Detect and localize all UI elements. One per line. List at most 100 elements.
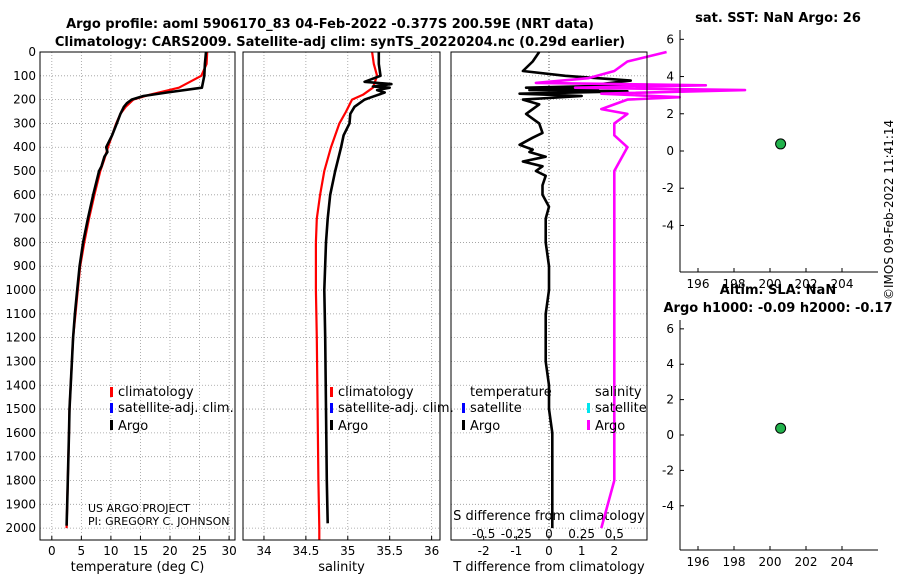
x-tick-label: 0	[48, 544, 56, 558]
x-tick-label: 1	[578, 544, 586, 558]
series-line-salinity-argo	[534, 50, 747, 529]
depth-tick-label: 500	[13, 164, 36, 178]
legend-swatch-argo	[110, 420, 113, 430]
legend-sal-argo: Argo	[595, 419, 625, 434]
x-tick-label: 25	[192, 544, 207, 558]
s-tick-label: -0.25	[501, 527, 532, 541]
x-tick-label: 2	[611, 544, 619, 558]
s-tick-label: 0	[545, 527, 553, 541]
depth-tick-label: 900	[13, 259, 36, 273]
y-tick-label: 0	[666, 144, 674, 158]
legend-temp-satellite: satellite	[470, 401, 522, 416]
legend-sal-satellite: satellite	[595, 401, 647, 416]
x-tick-label: 34.5	[293, 544, 320, 558]
axes-frame	[39, 51, 236, 541]
series-line-argo	[322, 52, 393, 524]
y-tick-label: 6	[666, 32, 674, 46]
legend-sal-argo-swatch	[587, 420, 590, 430]
data-point	[775, 138, 787, 150]
sla-title-1: Altim. SLA: NaN	[720, 283, 836, 298]
credit-line-2: PI: GREGORY C. JOHNSON	[88, 515, 229, 528]
depth-tick-label: 2000	[5, 521, 36, 535]
x-tick-label: 0	[545, 544, 553, 558]
x-axis-label: salinity	[318, 560, 365, 575]
title-line-1: Argo profile: aoml 5906170_83 04-Feb-202…	[66, 17, 594, 32]
s-tick-label: 0.25	[568, 527, 595, 541]
y-tick-label: 4	[666, 357, 674, 371]
y-tick-label: 6	[666, 322, 674, 336]
x-tick-label: 200	[759, 277, 782, 291]
legend-swatch-satellite-2	[330, 403, 333, 413]
x-tick-label: 202	[795, 277, 818, 291]
legend-salinity: climatology satellite-adj. clim. Argo	[330, 385, 454, 434]
depth-tick-label: 100	[13, 69, 36, 83]
s-tick-label: 0.5	[605, 527, 624, 541]
legend-label-argo: Argo	[118, 419, 148, 434]
x-tick-label: 196	[687, 555, 710, 569]
salinity-panel: 34 34.5 35 35.5 36 salinity	[242, 51, 441, 575]
series-line-argo	[65, 51, 208, 526]
x-tick-label: 36	[424, 544, 439, 558]
x-tick-label: 15	[133, 544, 148, 558]
depth-tick-label: 1400	[5, 378, 36, 392]
x-tick-label: 202	[795, 555, 818, 569]
y-tick-label: -2	[662, 181, 674, 195]
depth-tick-label: 1200	[5, 331, 36, 345]
legend-swatch-climatology	[110, 387, 113, 397]
legend-swatch-satellite	[110, 403, 113, 413]
timestamp-stamp: ©IMOS 09-Feb-2022 11:41:14	[882, 119, 896, 300]
s-tick-label: -0.5	[472, 527, 495, 541]
difference-panel: -2 -1 0 1 2 -0.5 -0.25 0 0.25 0.5 S difference fro…	[450, 50, 747, 575]
depth-tick-label: 800	[13, 235, 36, 249]
legend-swatch-climatology-2	[330, 387, 333, 397]
depth-tick-label: 200	[13, 93, 36, 107]
title-line-2: Climatology: CARS2009. Satellite-adj cli…	[55, 35, 625, 50]
x-tick-label: 204	[831, 555, 854, 569]
data-point	[775, 422, 787, 434]
depth-tick-label: 1500	[5, 402, 36, 416]
legend-swatch-argo-2	[330, 420, 333, 430]
x-tick-label: 20	[162, 544, 177, 558]
x-tick-label: 196	[687, 277, 710, 291]
y-tick-label: 2	[666, 393, 674, 407]
depth-tick-label: 400	[13, 140, 36, 154]
x-tick-label: 198	[723, 277, 746, 291]
x-tick-label: 5	[78, 544, 86, 558]
legend-temp-title: temperature	[470, 385, 552, 400]
sst-panel: -4 -2 0 2 4 6 196 198 200 202 204	[662, 30, 878, 291]
x-axis-label: T difference from climatology	[452, 560, 645, 575]
depth-tick-label: 1600	[5, 426, 36, 440]
legend-temp-satellite-swatch	[462, 403, 465, 413]
y-tick-label: 4	[666, 70, 674, 84]
legend-temp-argo-swatch	[462, 420, 465, 430]
credit-line-1: US ARGO PROJECT	[88, 502, 190, 515]
legend-main: climatology satellite-adj. clim. Argo	[110, 385, 234, 434]
x-tick-label: 204	[831, 277, 854, 291]
y-tick-label: -2	[662, 463, 674, 477]
depth-tick-label: 300	[13, 116, 36, 130]
x-tick-label: 200	[759, 555, 782, 569]
x-axis-label: temperature (deg C)	[71, 560, 205, 575]
legend-temp-argo: Argo	[470, 419, 500, 434]
x-tick-label: -1	[510, 544, 522, 558]
depth-tick-label: 1900	[5, 497, 36, 511]
depth-tick-label: 1800	[5, 473, 36, 487]
sst-title: sat. SST: NaN Argo: 26	[695, 11, 861, 26]
legend-difference: temperature satellite Argo salinity sate…	[462, 385, 647, 434]
depth-tick-label: 1700	[5, 450, 36, 464]
depth-tick-label: 600	[13, 188, 36, 202]
x-tick-label: 35.5	[376, 544, 403, 558]
legend-label-climatology: climatology	[118, 385, 194, 400]
depth-tick-label: 1000	[5, 283, 36, 297]
legend-label-climatology-2: climatology	[338, 385, 414, 400]
series-line-temperature-argo	[518, 51, 633, 529]
y-tick-label: 0	[666, 428, 674, 442]
x-tick-label: 35	[340, 544, 355, 558]
axes-frame	[450, 51, 648, 541]
axes-frame	[242, 51, 441, 541]
s-axis-label: S difference from climatology	[453, 509, 645, 524]
x-tick-label: -2	[478, 544, 490, 558]
temperature-panel: 0100200300400500600700800900100011001200…	[5, 45, 236, 575]
depth-tick-label: 700	[13, 212, 36, 226]
